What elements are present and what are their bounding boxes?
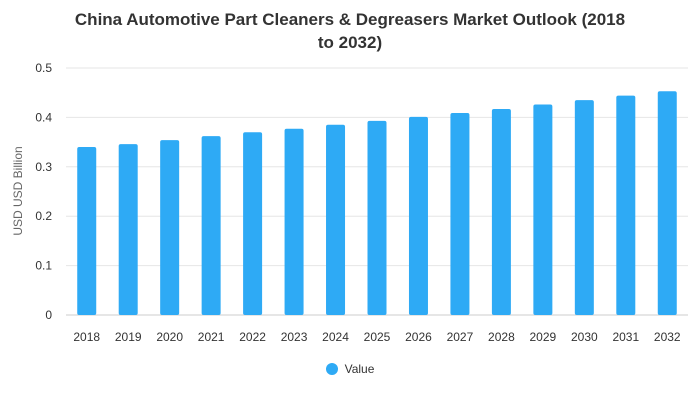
bars <box>77 91 677 315</box>
bar-2024[interactable] <box>326 124 346 315</box>
legend-label: Value <box>344 362 375 376</box>
bar-2030[interactable] <box>574 100 594 315</box>
x-tick-label: 2021 <box>198 330 225 344</box>
chart-title: China Automotive Part Cleaners & Degreas… <box>0 8 700 54</box>
x-tick-label: 2025 <box>364 330 391 344</box>
y-tick-label: 0.4 <box>35 110 52 124</box>
x-tick-label: 2031 <box>612 330 639 344</box>
legend-item-value[interactable]: Value <box>325 362 375 376</box>
bar-2025[interactable] <box>367 120 387 315</box>
x-tick-label: 2020 <box>156 330 183 344</box>
y-tick-label: 0 <box>45 308 52 322</box>
legend-swatch-icon <box>325 363 338 375</box>
x-tick-label: 2029 <box>530 330 557 344</box>
bar-2028[interactable] <box>491 109 511 315</box>
x-tick-label: 2026 <box>405 330 432 344</box>
x-tick-label: 2032 <box>654 330 681 344</box>
chart-title-line-2: to 2032) <box>317 33 383 52</box>
x-tick-label: 2024 <box>322 330 349 344</box>
x-tick-label: 2028 <box>488 330 515 344</box>
y-tick-label: 0.5 <box>35 61 52 75</box>
bar-2027[interactable] <box>450 112 470 315</box>
x-tick-label: 2030 <box>571 330 598 344</box>
bar-2032[interactable] <box>657 91 677 315</box>
bar-2026[interactable] <box>408 116 428 315</box>
x-tick-label: 2023 <box>281 330 308 344</box>
bar-2031[interactable] <box>616 95 636 315</box>
bar-2019[interactable] <box>118 144 138 315</box>
x-tick-label: 2022 <box>239 330 266 344</box>
y-tick-label: 0.1 <box>35 259 52 273</box>
y-tick-label: 0.3 <box>35 160 52 174</box>
y-tick-label: 0.2 <box>35 209 52 223</box>
bar-2018[interactable] <box>77 147 97 315</box>
x-tick-label: 2027 <box>447 330 474 344</box>
x-tick-label: 2019 <box>115 330 142 344</box>
y-axis-title: USD USD Billion <box>11 146 25 235</box>
bar-2020[interactable] <box>160 140 180 315</box>
bar-2023[interactable] <box>284 128 304 315</box>
bar-2029[interactable] <box>533 104 553 315</box>
chart-title-line-1: China Automotive Part Cleaners & Degreas… <box>74 10 626 29</box>
bar-2021[interactable] <box>201 136 221 315</box>
x-axis-ticks: 2018 2019 2020 2021 2022 2023 2024 2025 2026 2027… <box>73 330 681 344</box>
bar-2022[interactable] <box>243 132 263 315</box>
x-tick-label: 2018 <box>73 330 100 344</box>
legend: Value <box>0 362 700 378</box>
y-axis-ticks: 0 0.1 0.2 0.3 0.4 0.5 <box>35 61 52 322</box>
